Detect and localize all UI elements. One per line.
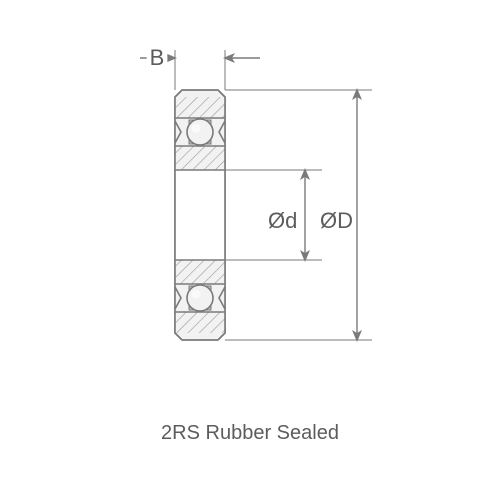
diagram-caption: 2RS Rubber Sealed: [0, 422, 500, 445]
svg-text:Ød: Ød: [268, 208, 297, 233]
svg-text:B: B: [150, 45, 165, 70]
bearing-diagram: B Ød ØD 2RS Rubber Sealed: [0, 0, 500, 500]
svg-text:ØD: ØD: [320, 208, 353, 233]
